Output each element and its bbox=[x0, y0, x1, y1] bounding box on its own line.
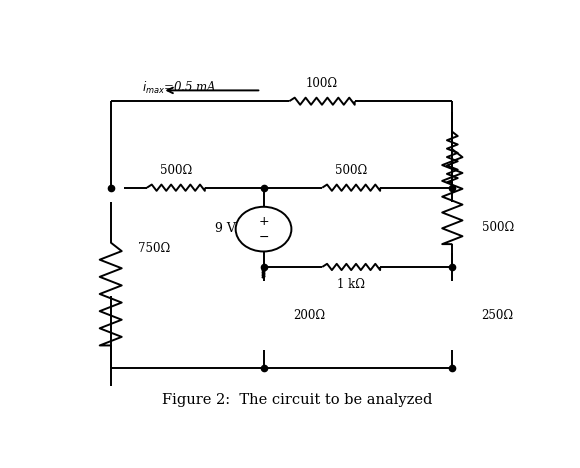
Text: 500Ω: 500Ω bbox=[335, 164, 367, 177]
Text: 500Ω: 500Ω bbox=[481, 221, 514, 234]
Text: Figure 2:  The circuit to be analyzed: Figure 2: The circuit to be analyzed bbox=[162, 393, 433, 407]
Text: 200Ω: 200Ω bbox=[293, 309, 325, 322]
Text: 250Ω: 250Ω bbox=[481, 309, 514, 322]
Text: 9 V: 9 V bbox=[215, 222, 235, 235]
Text: +: + bbox=[258, 215, 269, 228]
Text: 100Ω: 100Ω bbox=[306, 77, 338, 90]
Text: 1 kΩ: 1 kΩ bbox=[337, 278, 365, 292]
Text: $i_{max}$=0.5 mA: $i_{max}$=0.5 mA bbox=[142, 80, 217, 96]
Text: 750Ω: 750Ω bbox=[137, 242, 170, 256]
Text: −: − bbox=[258, 231, 269, 244]
Text: 500Ω: 500Ω bbox=[160, 164, 192, 177]
